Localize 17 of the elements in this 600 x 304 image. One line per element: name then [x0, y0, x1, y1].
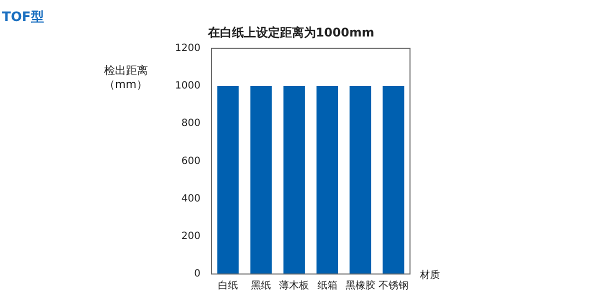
x-tick-label: 不锈钢	[378, 280, 408, 292]
y-tick-label: 1200	[174, 42, 200, 54]
x-tick-label: 纸箱	[317, 280, 338, 292]
x-tick-label: 薄木板	[279, 280, 310, 292]
y-tick-label: 200	[181, 230, 200, 242]
x-axis-title: 材质	[420, 268, 440, 282]
y-axis-title: 检出距离（mm）	[104, 64, 149, 92]
x-tick-label: 黑纸	[251, 280, 272, 292]
y-tick-label: 400	[181, 193, 200, 204]
text: TOF型	[2, 9, 44, 26]
chart-title: 在白纸上设定距离为1000mm	[206, 25, 374, 40]
y-tick-label: 600	[181, 156, 200, 167]
y-tick-label: 800	[181, 118, 200, 130]
x-tick-label: 白纸	[218, 280, 238, 292]
y-tick-label: 0	[194, 268, 200, 280]
x-tick-label: 黑橡胶	[345, 280, 376, 292]
y-tick-label: 1000	[174, 80, 200, 92]
